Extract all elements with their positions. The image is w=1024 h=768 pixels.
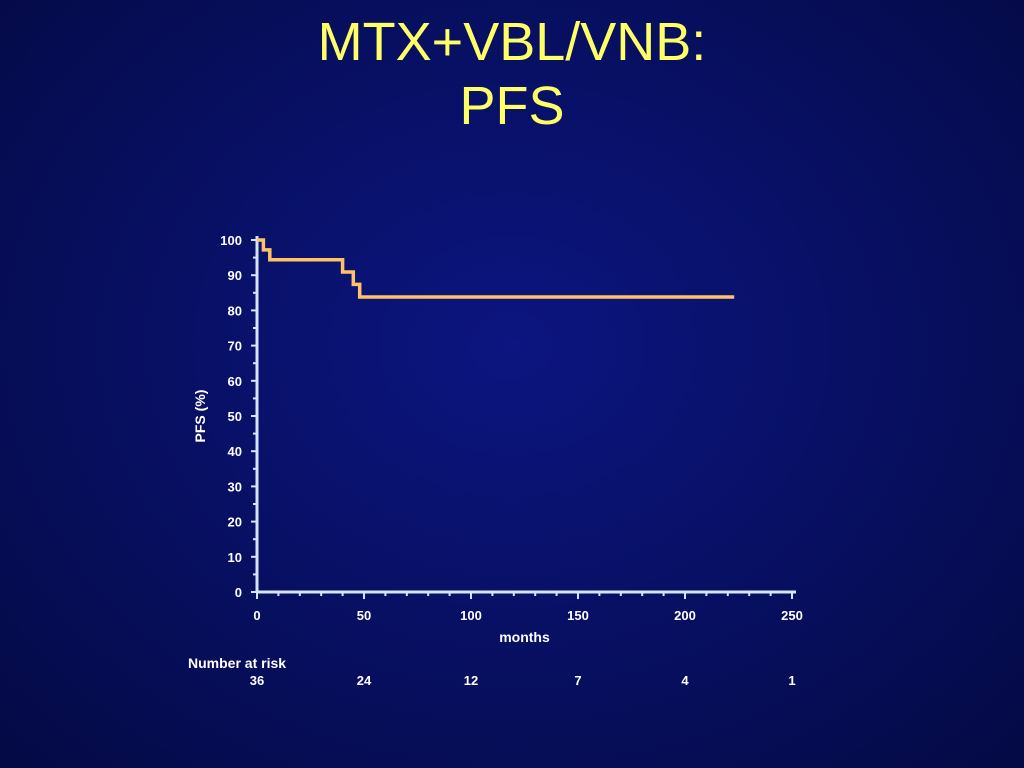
x-tick-label: 250 [781,608,803,623]
chart-axes: 0 10 20 30 40 50 60 70 80 90 100 0 50 100 150 200 250 [220,233,803,623]
y-tick-label: 100 [220,233,242,248]
y-tick-label: 20 [228,515,242,530]
y-tick-label: 80 [228,303,242,318]
number-at-risk-label: Number at risk [188,655,286,671]
slide-title-line-1: MTX+VBL/VNB: [317,12,707,72]
y-tick-label: 70 [228,339,242,354]
y-tick-label: 10 [228,550,242,565]
x-tick-label: 100 [460,608,482,623]
y-tick-label: 30 [228,479,242,494]
x-tick-label: 150 [567,608,589,623]
curve-layer [257,238,735,299]
slide-title: MTX+VBL/VNB: PFS [0,10,1024,138]
chart-labels: PFS (%) months Number at risk [188,390,550,671]
number-at-risk-value: 4 [681,673,689,688]
slide-title-line-2: PFS [459,76,565,136]
y-tick-label: 0 [235,585,242,600]
y-tick-label: 90 [228,268,242,283]
number-at-risk-value: 36 [250,673,264,688]
number-at-risk-value: 1 [788,673,795,688]
number-at-risk-value: 12 [464,673,478,688]
pfs-curve [257,238,735,299]
number-at-risk-values: 36 24 12 7 4 1 [250,673,796,688]
y-tick-label: 50 [228,409,242,424]
x-tick-label: 50 [357,608,371,623]
x-tick-label: 200 [674,608,696,623]
y-axis-label: PFS (%) [192,390,208,443]
number-at-risk-value: 7 [574,673,581,688]
x-tick-label: 0 [253,608,260,623]
x-axis-label: months [499,629,550,645]
y-tick-label: 60 [228,374,242,389]
number-at-risk-value: 24 [357,673,372,688]
y-tick-label: 40 [228,444,242,459]
